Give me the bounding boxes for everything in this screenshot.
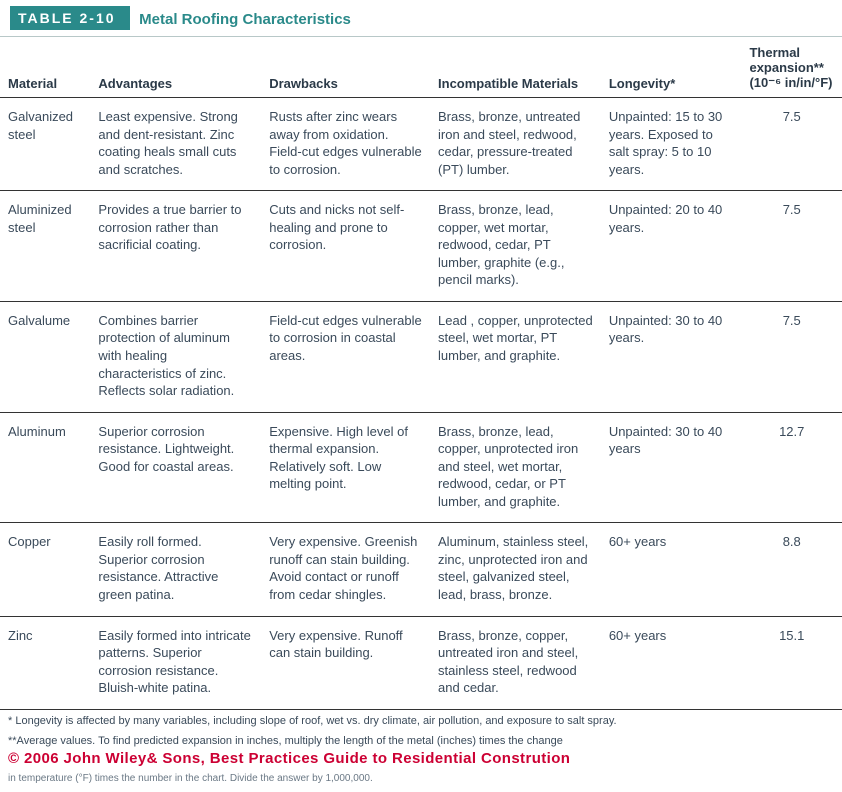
cell-thermal: 12.7 bbox=[741, 412, 842, 523]
cell-incompatible: Brass, bronze, untreated iron and steel,… bbox=[430, 98, 601, 191]
cell-thermal: 7.5 bbox=[741, 301, 842, 412]
table-body: Galvanized steelLeast expensive. Strong … bbox=[0, 98, 842, 710]
cell-incompatible: Brass, bronze, lead, copper, unprotected… bbox=[430, 412, 601, 523]
table-header-row: Material Advantages Drawbacks Incompatib… bbox=[0, 37, 842, 98]
cell-incompatible: Brass, bronze, copper, untreated iron an… bbox=[430, 616, 601, 709]
cell-thermal: 7.5 bbox=[741, 98, 842, 191]
col-drawbacks: Drawbacks bbox=[261, 37, 430, 98]
cell-thermal: 8.8 bbox=[741, 523, 842, 616]
cell-incompatible: Aluminum, stainless steel, zinc, unprote… bbox=[430, 523, 601, 616]
metal-roofing-table: Material Advantages Drawbacks Incompatib… bbox=[0, 37, 842, 710]
cell-drawbacks: Expensive. High level of thermal expansi… bbox=[261, 412, 430, 523]
col-material: Material bbox=[0, 37, 90, 98]
cell-incompatible: Lead , copper, unprotected steel, wet mo… bbox=[430, 301, 601, 412]
footnote-longevity: * Longevity is affected by many variable… bbox=[0, 710, 842, 730]
cell-longevity: 60+ years bbox=[601, 523, 742, 616]
cell-longevity: Unpainted: 30 to 40 years bbox=[601, 412, 742, 523]
cell-advantages: Superior corrosion resistance. Lightweig… bbox=[90, 412, 261, 523]
cell-advantages: Easily formed into intricate patterns. S… bbox=[90, 616, 261, 709]
col-longevity: Longevity* bbox=[601, 37, 742, 98]
cell-drawbacks: Cuts and nicks not self-healing and pron… bbox=[261, 191, 430, 302]
copyright-watermark: © 2006 John Wiley& Sons, Best Practices … bbox=[0, 750, 842, 773]
cell-drawbacks: Rusts after zinc wears away from oxidati… bbox=[261, 98, 430, 191]
footnote-thermal-2: in temperature (°F) times the number in … bbox=[0, 773, 842, 792]
cell-material: Zinc bbox=[0, 616, 90, 709]
col-advantages: Advantages bbox=[90, 37, 261, 98]
cell-material: Aluminized steel bbox=[0, 191, 90, 302]
cell-thermal: 15.1 bbox=[741, 616, 842, 709]
table-title-row: TABLE 2-10 Metal Roofing Characteristics bbox=[0, 0, 842, 37]
cell-incompatible: Brass, bronze, lead, copper, wet mortar,… bbox=[430, 191, 601, 302]
col-thermal: Thermal expansion** (10⁻⁶ in/in/°F) bbox=[741, 37, 842, 98]
cell-advantages: Easily roll formed. Superior corrosion r… bbox=[90, 523, 261, 616]
col-incompatible: Incompatible Materials bbox=[430, 37, 601, 98]
cell-advantages: Provides a true barrier to corrosion rat… bbox=[90, 191, 261, 302]
table-container: TABLE 2-10 Metal Roofing Characteristics… bbox=[0, 0, 842, 792]
table-row: AluminumSuperior corrosion resistance. L… bbox=[0, 412, 842, 523]
cell-longevity: Unpainted: 15 to 30 years. Exposed to sa… bbox=[601, 98, 742, 191]
cell-thermal: 7.5 bbox=[741, 191, 842, 302]
table-title: Metal Roofing Characteristics bbox=[133, 11, 351, 28]
cell-advantages: Least expensive. Strong and dent-resista… bbox=[90, 98, 261, 191]
footnote-thermal-1: **Average values. To find predicted expa… bbox=[0, 730, 842, 750]
cell-material: Aluminum bbox=[0, 412, 90, 523]
cell-material: Copper bbox=[0, 523, 90, 616]
table-row: CopperEasily roll formed. Superior corro… bbox=[0, 523, 842, 616]
cell-drawbacks: Very expensive. Runoff can stain buildin… bbox=[261, 616, 430, 709]
cell-material: Galvanized steel bbox=[0, 98, 90, 191]
table-row: ZincEasily formed into intricate pattern… bbox=[0, 616, 842, 709]
cell-advantages: Combines barrier protection of aluminum … bbox=[90, 301, 261, 412]
cell-drawbacks: Very expensive. Greenish runoff can stai… bbox=[261, 523, 430, 616]
cell-longevity: Unpainted: 20 to 40 years. bbox=[601, 191, 742, 302]
cell-longevity: 60+ years bbox=[601, 616, 742, 709]
cell-drawbacks: Field-cut edges vulnerable to corrosion … bbox=[261, 301, 430, 412]
table-number-badge: TABLE 2-10 bbox=[10, 6, 130, 30]
cell-material: Galvalume bbox=[0, 301, 90, 412]
table-row: Aluminized steelProvides a true barrier … bbox=[0, 191, 842, 302]
table-row: GalvalumeCombines barrier protection of … bbox=[0, 301, 842, 412]
table-row: Galvanized steelLeast expensive. Strong … bbox=[0, 98, 842, 191]
cell-longevity: Unpainted: 30 to 40 years. bbox=[601, 301, 742, 412]
